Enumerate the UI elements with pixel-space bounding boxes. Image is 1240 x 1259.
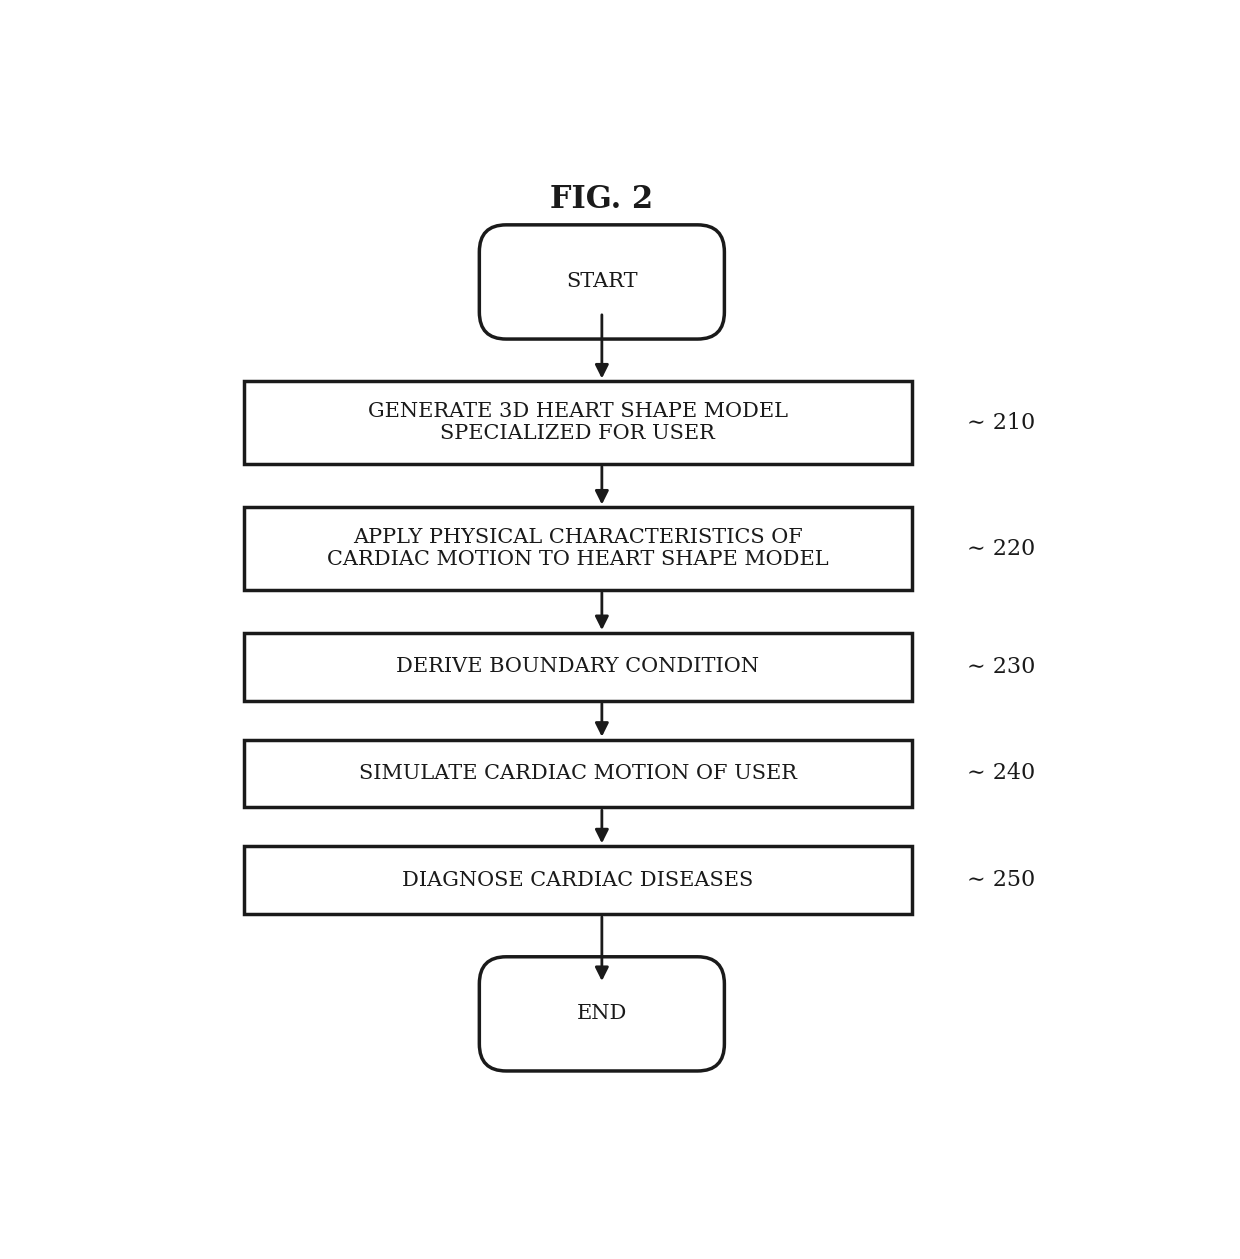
Text: ∼ 240: ∼ 240	[967, 763, 1035, 784]
Text: SIMULATE CARDIAC MOTION OF USER: SIMULATE CARDIAC MOTION OF USER	[358, 764, 797, 783]
Text: START: START	[565, 272, 637, 291]
FancyBboxPatch shape	[244, 739, 911, 807]
Text: FIG. 2: FIG. 2	[551, 184, 653, 215]
FancyBboxPatch shape	[480, 225, 724, 339]
FancyBboxPatch shape	[244, 846, 911, 914]
FancyBboxPatch shape	[244, 381, 911, 463]
FancyBboxPatch shape	[480, 957, 724, 1071]
Text: ∼ 250: ∼ 250	[967, 869, 1035, 891]
Text: DIAGNOSE CARDIAC DISEASES: DIAGNOSE CARDIAC DISEASES	[402, 870, 754, 890]
Text: ∼ 210: ∼ 210	[967, 412, 1035, 433]
Text: END: END	[577, 1005, 627, 1024]
Text: ∼ 220: ∼ 220	[967, 538, 1035, 559]
Text: DERIVE BOUNDARY CONDITION: DERIVE BOUNDARY CONDITION	[397, 657, 759, 676]
FancyBboxPatch shape	[244, 507, 911, 589]
Text: APPLY PHYSICAL CHARACTERISTICS OF
CARDIAC MOTION TO HEART SHAPE MODEL: APPLY PHYSICAL CHARACTERISTICS OF CARDIA…	[327, 528, 828, 569]
Text: GENERATE 3D HEART SHAPE MODEL
SPECIALIZED FOR USER: GENERATE 3D HEART SHAPE MODEL SPECIALIZE…	[368, 402, 787, 443]
Text: ∼ 230: ∼ 230	[967, 656, 1035, 677]
FancyBboxPatch shape	[244, 633, 911, 701]
